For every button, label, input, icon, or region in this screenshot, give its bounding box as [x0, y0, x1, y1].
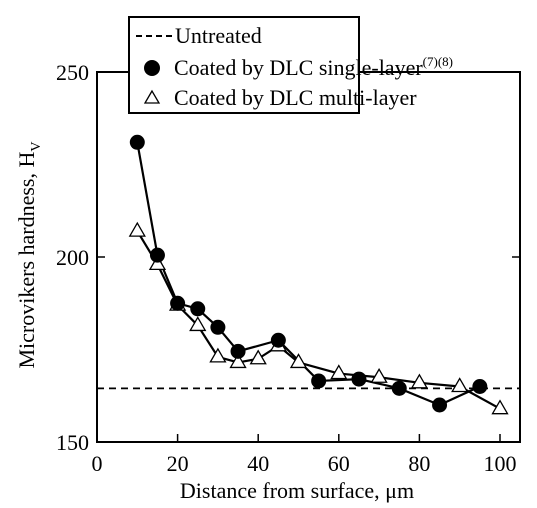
legend-multi-layer-marker	[143, 89, 161, 104]
multi-layer-point	[330, 364, 348, 380]
single-layer-point	[351, 371, 367, 387]
legend-box	[128, 16, 360, 114]
y-axis-label-main: Microvikers hardness, H	[14, 152, 39, 369]
single-layer-point	[210, 319, 226, 335]
x-tick-label: 80	[408, 451, 430, 476]
single-layer-point	[391, 380, 407, 396]
single-layer-point	[149, 247, 165, 263]
multi-layer-point	[289, 353, 308, 369]
x-tick-label: 100	[484, 451, 517, 476]
legend-single-layer-marker	[144, 60, 160, 76]
single-layer-point	[270, 332, 286, 348]
y-tick-label: 200	[56, 245, 89, 270]
single-layer-point	[170, 295, 186, 311]
legend-untreated-label: Untreated	[175, 23, 262, 48]
x-tick-label: 20	[167, 451, 189, 476]
single-layer-point	[311, 373, 327, 389]
multi-layer-point	[410, 373, 429, 389]
x-axis-label: Distance from surface, μm	[180, 478, 414, 503]
multi-layer-point	[491, 399, 509, 415]
multi-layer-point	[249, 349, 267, 365]
x-tick-label: 60	[328, 451, 350, 476]
multi-layer-point	[370, 367, 388, 383]
y-tick-label: 250	[56, 60, 89, 85]
series-layer	[97, 134, 520, 415]
x-tick-label: 0	[92, 451, 103, 476]
multi-layer-point	[148, 255, 167, 271]
legend-single-layer-name: Coated by DLC single-layer	[174, 55, 423, 80]
legend-multi-layer-label: Coated by DLC multi-layer	[174, 85, 417, 110]
x-tick-label: 40	[247, 451, 269, 476]
legend-single-layer-label: Coated by DLC single-layer(7)(8)	[174, 54, 453, 80]
multi-layer-point	[189, 316, 207, 332]
multi-layer-point	[229, 353, 247, 369]
single-layer-point	[230, 343, 246, 359]
single-layer-point	[472, 379, 488, 394]
y-axis-label: Microvikers hardness, HV	[14, 141, 44, 368]
single-layer-point	[190, 301, 206, 317]
y-tick-label: 150	[56, 430, 89, 455]
single-layer-point	[432, 397, 448, 413]
legend-single-layer-superscript: (7)(8)	[423, 54, 453, 69]
multi-layer-point	[451, 377, 469, 393]
y-axis-label-subscript: V	[29, 141, 44, 151]
single-layer-point	[129, 134, 145, 150]
multi-layer-point	[209, 347, 227, 363]
axis-ticks: 0 20 40 60 80 100 150 200 250	[56, 60, 520, 476]
multi-layer-point	[128, 221, 146, 237]
